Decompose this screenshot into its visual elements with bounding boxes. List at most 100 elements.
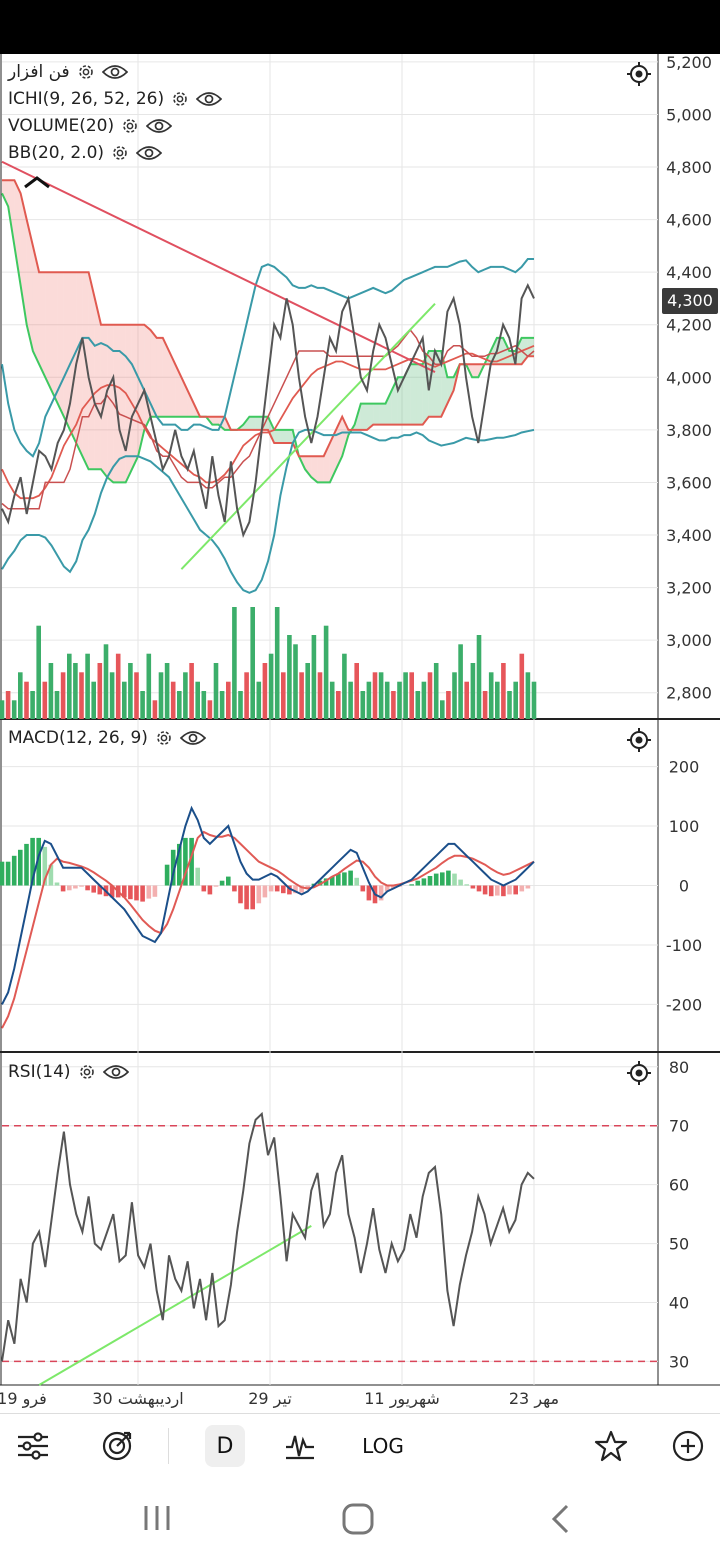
ichimoku-cloud-segment — [366, 403, 374, 430]
rsi-axis-tick-label: 50 — [669, 1235, 689, 1254]
indicators-icon[interactable] — [280, 1414, 320, 1478]
volume-bar — [109, 672, 115, 719]
macd-axis-tick-label: 0 — [679, 877, 689, 896]
timeframe-button[interactable]: D — [205, 1425, 245, 1467]
macd-histogram-bar — [409, 884, 414, 886]
current-price-tag: 4,300 — [662, 288, 718, 314]
macd-histogram-bar — [507, 885, 512, 895]
volume-bar — [293, 644, 298, 719]
indicator-4-label: BB(20, 2.0) — [8, 143, 105, 163]
eye-icon[interactable] — [179, 729, 206, 747]
home-icon[interactable] — [340, 1502, 376, 1540]
crosshair-target-icon[interactable] — [625, 726, 653, 754]
volume-bar — [274, 607, 280, 719]
eye-icon[interactable] — [102, 1063, 129, 1081]
macd-histogram-bar — [177, 843, 182, 886]
legend-rsi[interactable]: RSI(14) — [8, 1062, 129, 1082]
gear-icon[interactable] — [77, 1062, 97, 1082]
volume-bar — [256, 681, 262, 719]
volume-bar — [409, 672, 414, 719]
add-icon[interactable] — [665, 1414, 711, 1478]
crosshair-target-icon[interactable] — [625, 60, 653, 88]
eye-icon[interactable] — [136, 144, 163, 162]
price-axis-tick-label: 3,000 — [666, 631, 712, 650]
drawing-tool-icon[interactable] — [94, 1414, 140, 1478]
ichimoku-cloud-segment — [156, 337, 163, 417]
legend-indicator-3[interactable]: VOLUME(20) — [8, 116, 173, 136]
gear-icon[interactable] — [76, 62, 96, 82]
macd-histogram-bar — [238, 885, 243, 904]
crosshair-target-icon[interactable] — [625, 1059, 653, 1087]
macd-axis-tick-label: 100 — [669, 817, 700, 836]
volume-bar — [60, 672, 66, 719]
macd-histogram-bar — [299, 885, 304, 893]
volume-bar — [391, 691, 396, 719]
ichimoku-cloud-segment — [274, 429, 281, 444]
bollinger-upper-line — [1, 258, 534, 458]
macd-histogram-bar — [305, 885, 310, 889]
volume-bar — [281, 672, 286, 719]
macd-histogram-bar — [36, 837, 41, 886]
macd-histogram-bar — [201, 885, 207, 892]
macd-histogram-bar — [54, 882, 60, 886]
recent-apps-icon[interactable] — [140, 1502, 174, 1538]
ichimoku-cloud-segment — [323, 443, 330, 483]
rsi-axis-tick-label: 70 — [669, 1117, 689, 1136]
macd-histogram-bar — [446, 870, 451, 886]
macd-axis-tick-label: 200 — [669, 758, 700, 777]
ichimoku-cloud-segment — [88, 272, 95, 470]
volume-bar — [433, 663, 439, 719]
time-axis-label: 19 فرو — [0, 1389, 47, 1409]
macd-histogram-bar — [268, 885, 274, 892]
macd-histogram-bar — [164, 864, 170, 886]
volume-bar — [18, 672, 23, 719]
ichimoku-kijun-line — [1, 328, 535, 510]
macd-histogram-bar — [452, 873, 457, 886]
volume-bar — [525, 672, 531, 719]
indicator-3-label: VOLUME(20) — [8, 116, 115, 136]
macd-histogram-bar — [501, 885, 506, 897]
volume-bar — [30, 691, 35, 719]
chart-area[interactable]: 5,200 5,000 4,800 4,600 4,400 4,200 4,000 3,800… — [0, 54, 720, 1412]
ichimoku-cloud-segment — [107, 324, 114, 483]
eye-icon[interactable] — [196, 90, 223, 108]
star-icon[interactable] — [588, 1414, 634, 1478]
eye-icon[interactable] — [146, 117, 173, 135]
gear-icon[interactable] — [154, 728, 174, 748]
legend-indicator-1[interactable]: فن افزار — [8, 62, 128, 82]
legend-macd[interactable]: MACD(12, 26, 9) — [8, 728, 206, 748]
macd-histogram-bar — [470, 885, 476, 889]
volume-bar — [452, 672, 457, 719]
ichimoku-cloud-segment — [175, 364, 182, 417]
volume-bar — [378, 672, 384, 719]
gear-icon[interactable] — [110, 143, 130, 163]
price-axis-tick-label: 4,000 — [666, 368, 712, 387]
ichimoku-cloud-segment — [8, 180, 15, 246]
legend-indicator-2[interactable]: ICHI(9, 26, 52, 26) — [8, 89, 223, 109]
macd-histogram-bar — [336, 873, 341, 886]
gear-icon[interactable] — [120, 116, 140, 136]
eye-icon[interactable] — [101, 63, 128, 81]
ichimoku-cloud-segment — [428, 351, 436, 417]
macd-histogram-bar — [495, 885, 500, 896]
log-scale-button[interactable]: LOG — [362, 1434, 404, 1458]
trendline-support — [180, 303, 436, 570]
volume-bar — [268, 653, 274, 719]
settings-sliders-icon[interactable] — [10, 1414, 56, 1478]
macd-histogram-bar — [18, 849, 23, 886]
macd-histogram-bar — [342, 872, 347, 886]
ichimoku-cloud-segment — [82, 272, 89, 470]
price-axis-tick-label: 5,200 — [666, 54, 712, 72]
volume-bar — [415, 691, 421, 719]
legend-indicator-4[interactable]: BB(20, 2.0) — [8, 143, 163, 163]
gear-icon[interactable] — [170, 89, 190, 109]
ichimoku-cloud-segment — [57, 272, 64, 417]
macd-histogram-bar — [378, 885, 384, 901]
ichimoku-cloud-segment — [94, 298, 101, 470]
volume-bar — [397, 681, 402, 719]
back-icon[interactable] — [545, 1502, 575, 1540]
ichimoku-cloud-segment — [410, 364, 417, 425]
ichimoku-cloud-segment — [268, 416, 275, 444]
ichimoku-cloud-segment — [2, 180, 9, 207]
macd-histogram-bar — [85, 885, 90, 891]
